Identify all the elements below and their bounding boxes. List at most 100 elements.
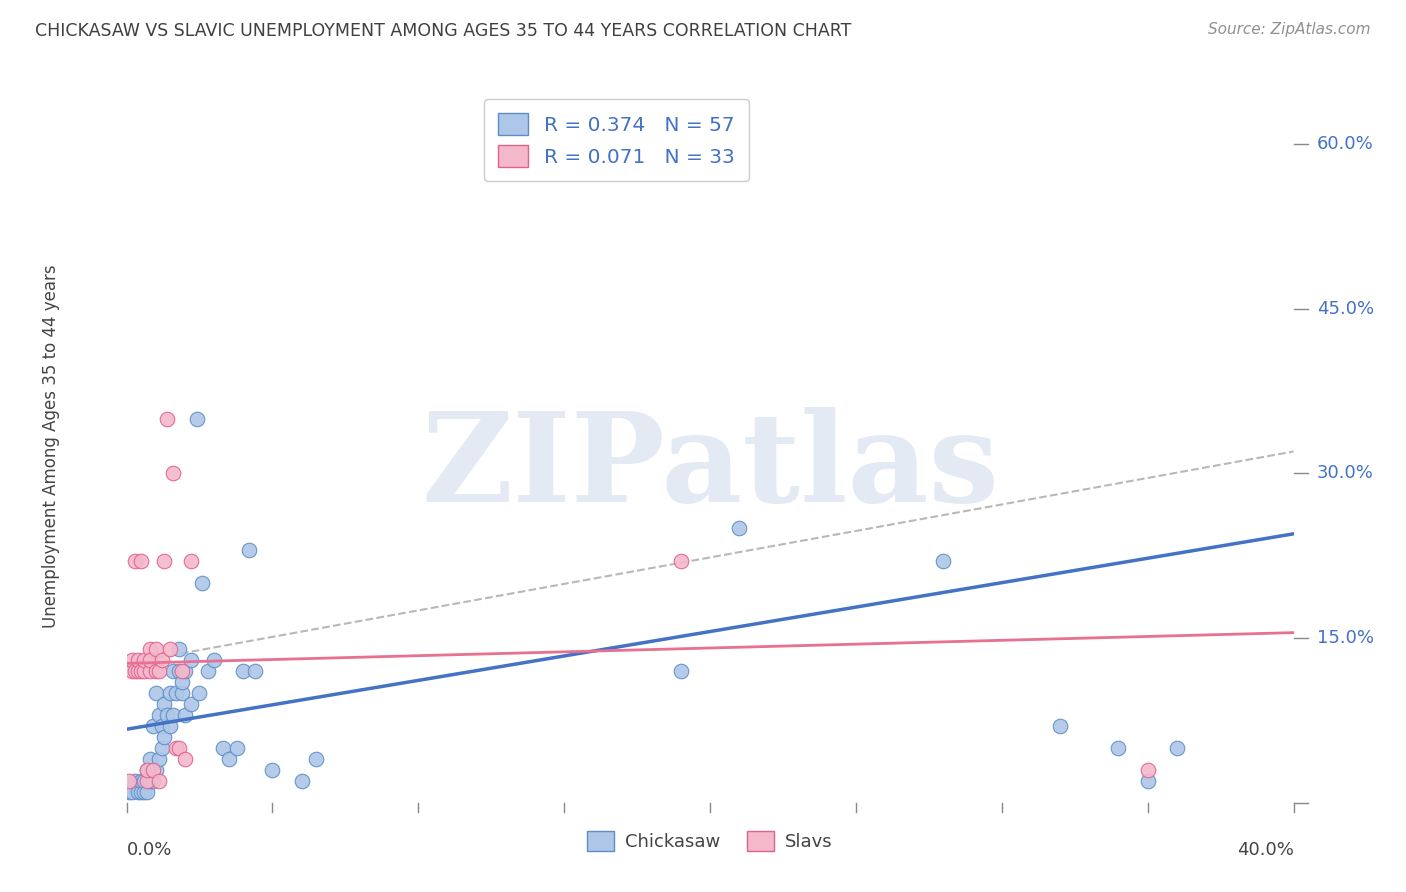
Point <box>156 708 179 723</box>
Point <box>162 467 184 481</box>
Point <box>1108 740 1130 755</box>
Point <box>202 653 225 667</box>
Point <box>145 664 167 678</box>
Point <box>139 653 162 667</box>
Point <box>180 653 202 667</box>
Legend: Chickasaw, Slavs: Chickasaw, Slavs <box>579 823 841 858</box>
Point <box>156 411 179 425</box>
Point <box>165 686 187 700</box>
Point <box>1136 773 1159 788</box>
Point <box>174 664 197 678</box>
Point <box>124 554 146 568</box>
Point <box>129 785 152 799</box>
Point <box>139 664 162 678</box>
Point <box>150 653 173 667</box>
Point <box>139 752 162 766</box>
Point <box>1136 763 1159 777</box>
Text: 45.0%: 45.0% <box>1317 300 1374 318</box>
Point <box>124 773 146 788</box>
Point <box>191 576 214 591</box>
Point <box>238 543 260 558</box>
Text: 60.0%: 60.0% <box>1317 135 1374 153</box>
Point <box>1049 719 1071 733</box>
Point <box>159 686 181 700</box>
Point <box>142 719 165 733</box>
Point <box>121 785 143 799</box>
Point <box>132 773 155 788</box>
Point <box>162 708 184 723</box>
Point <box>118 773 141 788</box>
Point <box>127 664 149 678</box>
Point <box>124 664 146 678</box>
Point <box>132 653 155 667</box>
Point <box>170 686 193 700</box>
Point <box>669 664 692 678</box>
Text: 40.0%: 40.0% <box>1237 841 1294 859</box>
Point <box>148 664 170 678</box>
Point <box>165 740 187 755</box>
Point <box>180 554 202 568</box>
Text: 15.0%: 15.0% <box>1317 629 1374 647</box>
Point <box>136 763 159 777</box>
Point <box>127 653 149 667</box>
Text: 0.0%: 0.0% <box>127 841 172 859</box>
Point <box>211 740 233 755</box>
Point <box>142 763 165 777</box>
Point <box>226 740 249 755</box>
Point <box>142 773 165 788</box>
Point <box>180 697 202 711</box>
Point <box>148 773 170 788</box>
Point <box>145 642 167 657</box>
Point <box>129 554 152 568</box>
Point <box>150 740 173 755</box>
Point <box>167 664 190 678</box>
Point <box>145 686 167 700</box>
Point <box>139 642 162 657</box>
Point <box>121 664 143 678</box>
Point <box>136 773 159 788</box>
Point <box>186 411 208 425</box>
Point <box>136 785 159 799</box>
Point <box>150 719 173 733</box>
Point <box>153 730 176 744</box>
Point <box>162 664 184 678</box>
Point <box>129 664 152 678</box>
Point <box>159 719 181 733</box>
Point <box>188 686 211 700</box>
Point <box>167 740 190 755</box>
Point <box>127 785 149 799</box>
Point <box>170 675 193 690</box>
Point <box>167 642 190 657</box>
Point <box>159 642 181 657</box>
Text: ZIPatlas: ZIPatlas <box>420 407 1000 528</box>
Point <box>136 763 159 777</box>
Point <box>118 785 141 799</box>
Point <box>170 664 193 678</box>
Point <box>232 664 254 678</box>
Text: CHICKASAW VS SLAVIC UNEMPLOYMENT AMONG AGES 35 TO 44 YEARS CORRELATION CHART: CHICKASAW VS SLAVIC UNEMPLOYMENT AMONG A… <box>35 22 852 40</box>
Point <box>153 554 176 568</box>
Point <box>139 773 162 788</box>
Point <box>305 752 328 766</box>
Point <box>1166 740 1188 755</box>
Point <box>148 708 170 723</box>
Point <box>932 554 955 568</box>
Point <box>129 773 152 788</box>
Text: Unemployment Among Ages 35 to 44 years: Unemployment Among Ages 35 to 44 years <box>42 264 59 628</box>
Point <box>262 763 284 777</box>
Point <box>174 708 197 723</box>
Point <box>243 664 266 678</box>
Point <box>153 697 176 711</box>
Point <box>197 664 219 678</box>
Point <box>669 554 692 568</box>
Point <box>132 664 155 678</box>
Point <box>290 773 312 788</box>
Point <box>174 752 197 766</box>
Text: Source: ZipAtlas.com: Source: ZipAtlas.com <box>1208 22 1371 37</box>
Point <box>148 752 170 766</box>
Text: 30.0%: 30.0% <box>1317 465 1374 483</box>
Point <box>132 785 155 799</box>
Point <box>145 763 167 777</box>
Point <box>121 653 143 667</box>
Point <box>218 752 240 766</box>
